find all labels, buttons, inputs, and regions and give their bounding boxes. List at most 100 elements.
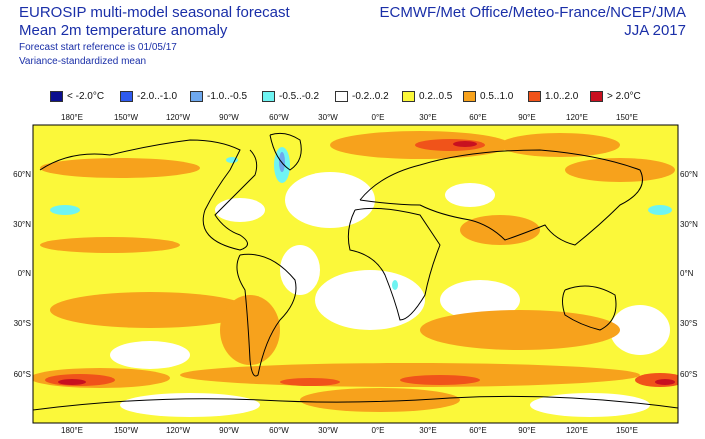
legend-label: 0.2..0.5 <box>419 90 453 102</box>
lon-tick-label: 30°E <box>419 113 436 122</box>
data-source: ECMWF/Met Office/Meteo-France/NCEP/JMA <box>379 4 686 21</box>
map-title: EUROSIP multi-model seasonal forecast <box>19 4 290 21</box>
coastlines <box>33 132 678 411</box>
lat-tick-label: 30°S <box>680 319 697 328</box>
field-orange-patch <box>420 310 620 350</box>
field-darkred-patch <box>453 141 477 147</box>
legend-label: -0.2..0.2 <box>352 90 389 102</box>
field-cyan-patch <box>50 205 80 215</box>
lon-tick-label: 30°E <box>419 426 436 435</box>
lon-tick-label: 60°W <box>269 426 289 435</box>
field-red-patch <box>400 375 480 385</box>
map-frame <box>32 124 679 424</box>
lon-tick-label: 150°W <box>114 426 139 435</box>
lat-tick-label: 0°N <box>18 269 32 278</box>
field-darkred-patch <box>655 379 675 385</box>
field-white-patch <box>280 245 320 295</box>
field-red-patch <box>280 378 340 386</box>
legend-label: 0.5..1.0 <box>480 90 514 102</box>
coast-australia <box>562 285 617 331</box>
legend-swatch <box>590 90 603 102</box>
lat-tick-label: 60°S <box>14 370 31 379</box>
lon-tick-label: 90°E <box>518 426 535 435</box>
legend-label: 1.0..2.0 <box>545 90 579 102</box>
field-cyan-patch <box>392 280 398 290</box>
forecast-start-note: Forecast start reference is 01/05/17 <box>19 42 177 53</box>
legend-item: -0.2..0.2 <box>335 89 389 103</box>
legend-swatch <box>262 90 275 102</box>
legend-label: -1.0..-0.5 <box>207 90 248 102</box>
lon-tick-label: 120°W <box>166 113 191 122</box>
anomaly-field <box>33 125 678 423</box>
forecast-period: JJA 2017 <box>624 22 686 39</box>
legend-swatch <box>402 90 415 102</box>
lat-tick-label: 60°S <box>680 370 697 379</box>
method-note: Variance-standardized mean <box>19 56 147 67</box>
lon-tick-label: 30°W <box>318 113 338 122</box>
lon-tick-label: 150°W <box>114 113 139 122</box>
field-white-patch <box>440 280 520 320</box>
field-white-patch <box>610 305 670 355</box>
lon-tick-label: 60°E <box>469 113 486 122</box>
field-orange-patch <box>460 215 540 245</box>
lon-tick-label: 180°E <box>61 426 83 435</box>
lat-tick-label: 30°N <box>680 220 698 229</box>
map-subtitle: Mean 2m temperature anomaly <box>19 22 228 39</box>
field-orange-patch <box>500 133 620 157</box>
legend-label: > 2.0°C <box>607 90 641 102</box>
legend-item: 1.0..2.0 <box>528 89 578 103</box>
field-orange-patch <box>50 292 250 328</box>
lon-tick-label: 150°E <box>616 426 638 435</box>
legend-label: < -2.0°C <box>67 90 105 102</box>
legend-item: 0.5..1.0 <box>463 89 513 103</box>
lon-tick-label: 0°E <box>372 426 385 435</box>
field-white-patch <box>530 393 650 417</box>
legend-item: -0.5..-0.2 <box>262 89 319 103</box>
coast-greenland <box>269 132 302 171</box>
coast-south-america <box>236 253 297 377</box>
lon-tick-label: 0°E <box>372 113 385 122</box>
coast-eurasia <box>359 149 643 246</box>
axis-ticks: 180°E 180°E 150°W 150°W 120°W 120°W 90°W 90°W 60… <box>13 113 698 435</box>
lat-tick-label: 60°N <box>680 170 698 179</box>
legend-swatch <box>463 90 476 102</box>
lon-tick-label: 120°E <box>566 426 588 435</box>
lon-tick-label: 90°W <box>219 426 239 435</box>
lat-tick-label: 0°N <box>680 269 694 278</box>
legend-label: -0.5..-0.2 <box>279 90 320 102</box>
legend-item: -1.0..-0.5 <box>190 89 247 103</box>
lat-tick-label: 30°N <box>13 220 31 229</box>
coast-antarctica <box>33 395 678 411</box>
lon-tick-label: 60°E <box>469 426 486 435</box>
lon-tick-label: 180°E <box>61 113 83 122</box>
field-orange-patch <box>40 158 200 178</box>
legend-swatch <box>528 90 541 102</box>
legend-swatch <box>50 90 63 102</box>
lon-tick-label: 90°W <box>219 113 239 122</box>
legend-swatch <box>190 90 203 102</box>
field-white-patch <box>285 172 375 228</box>
field-darkred-patch <box>58 379 86 385</box>
field-white-patch <box>215 198 265 222</box>
legend-item: > 2.0°C <box>590 89 641 103</box>
field-orange-patch <box>220 295 280 365</box>
legend-item: 0.2..0.5 <box>402 89 452 103</box>
legend-item: < -2.0°C <box>50 89 104 103</box>
field-orange-patch <box>300 388 460 412</box>
lon-tick-label: 120°E <box>566 113 588 122</box>
field-white-patch <box>120 393 260 417</box>
lat-tick-label: 60°N <box>13 170 31 179</box>
lon-tick-label: 120°W <box>166 426 191 435</box>
field-orange-patch <box>565 158 675 182</box>
field-white-patch <box>110 341 190 369</box>
coast-africa <box>347 207 441 321</box>
field-orange-patch <box>40 237 180 253</box>
coast-north-america <box>39 139 258 251</box>
legend-item: -2.0..-1.0 <box>120 89 177 103</box>
lon-tick-label: 30°W <box>318 426 338 435</box>
field-cyan-patch <box>648 205 672 215</box>
lat-tick-label: 30°S <box>14 319 31 328</box>
legend-swatch <box>335 90 348 102</box>
legend-swatch <box>120 90 133 102</box>
